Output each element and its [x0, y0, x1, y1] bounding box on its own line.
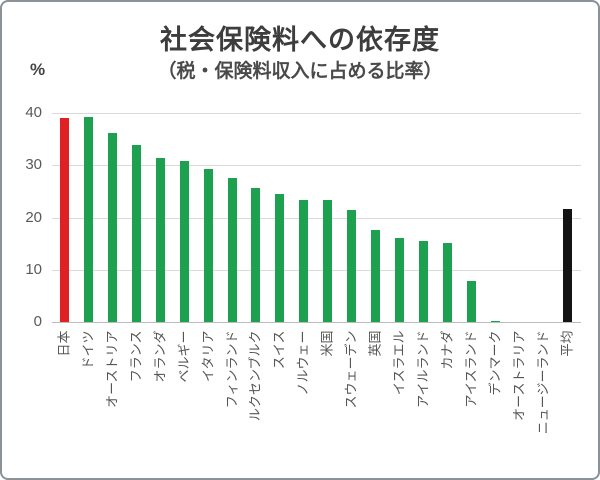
- chart-bar: [227, 178, 237, 322]
- chart-bar: [203, 169, 213, 322]
- x-axis-label: スウェーデン: [343, 330, 359, 409]
- y-axis-tick-label: 0: [33, 313, 42, 330]
- chart-bar: [442, 243, 452, 322]
- chart-bar: [107, 133, 117, 322]
- x-axis-label: アイルランド: [415, 330, 431, 408]
- y-axis-tick-label: 40: [25, 104, 42, 121]
- x-axis-label: オーストラリア: [511, 330, 527, 421]
- chart-bar: [60, 118, 69, 322]
- chart-bar: [275, 194, 285, 322]
- x-axis-label: オランダ: [152, 330, 168, 383]
- x-axis-label: フランス: [128, 330, 144, 382]
- x-axis-label: ベルギー: [176, 330, 192, 383]
- x-axis-label: ニュージーランド: [535, 330, 551, 434]
- x-axis-label: ルクセンブルク: [247, 330, 263, 421]
- x-axis-label: カナダ: [439, 330, 455, 370]
- x-axis-label: オーストリア: [104, 330, 120, 408]
- x-axis-label: イスラエル: [391, 330, 407, 395]
- chart-bar: [155, 158, 165, 322]
- x-axis-label: 英国: [367, 330, 383, 357]
- chart-bar: [466, 281, 476, 322]
- chart-bar: [323, 200, 333, 322]
- x-axis-label: フィンランド: [224, 330, 239, 408]
- x-axis-label: 米国: [319, 330, 335, 357]
- chart-bar: [562, 209, 572, 322]
- x-axis-label: デンマーク: [487, 330, 503, 396]
- gridline: [52, 269, 581, 271]
- chart-bar: [347, 210, 357, 322]
- x-axis-label: イタリア: [200, 330, 216, 382]
- chart-bar: [395, 238, 405, 322]
- chart-bar: [131, 145, 141, 322]
- chart-bar: [83, 117, 93, 322]
- x-axis-label: アイスランド: [463, 330, 479, 407]
- x-axis-label: 日本: [56, 330, 72, 357]
- x-axis-label: 平均: [559, 330, 575, 357]
- gridline: [52, 113, 581, 114]
- x-axis-label: ドイツ: [80, 330, 96, 370]
- x-axis-label: ノルウェー: [295, 330, 311, 396]
- x-axis-baseline: [52, 322, 581, 323]
- y-axis-unit-label: %: [30, 60, 46, 79]
- chart-bar: [251, 188, 261, 322]
- chart-bar: [179, 161, 189, 322]
- chart-bar: [418, 241, 428, 322]
- x-axis-label: スイス: [271, 330, 287, 369]
- chart-subtitle: （税・保険料収入に占める比率）: [157, 61, 443, 82]
- y-axis-tick-label: 10: [25, 260, 42, 278]
- chart-bar: [371, 230, 381, 322]
- chart-bar: [299, 200, 309, 322]
- chart-bar: [490, 321, 500, 322]
- y-axis-tick-label: 20: [25, 208, 42, 226]
- y-axis-tick-label: 30: [25, 156, 42, 174]
- gridline: [52, 165, 581, 167]
- chart-title: 社会保険料への依存度: [160, 25, 440, 55]
- gridline: [52, 217, 581, 219]
